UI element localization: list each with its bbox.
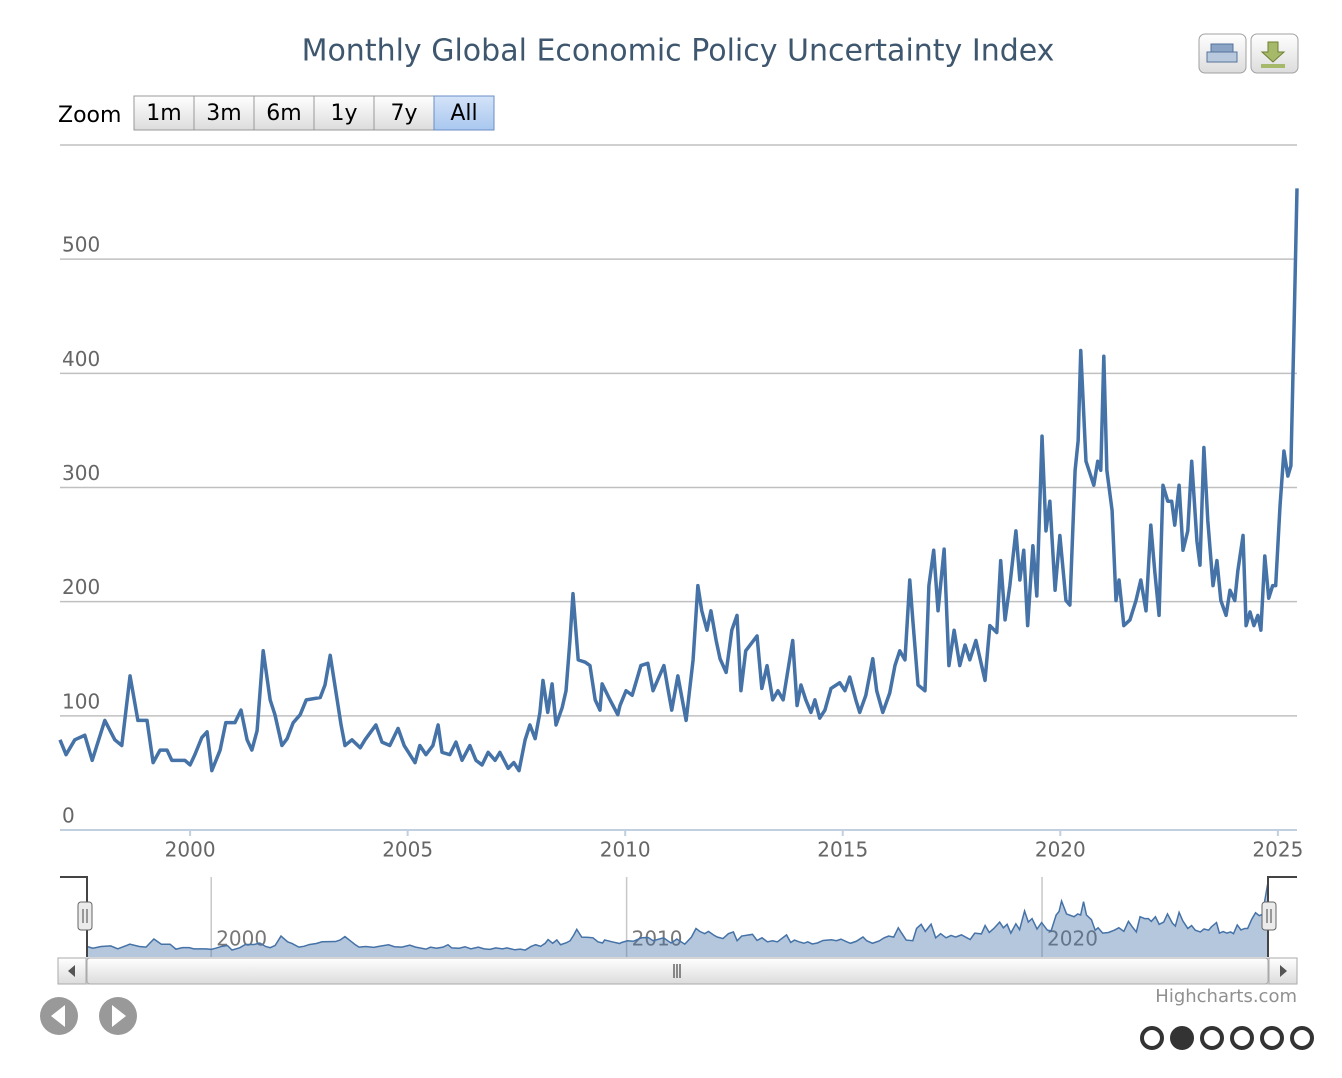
y-tick-label: 0	[62, 804, 75, 828]
y-tick-label: 500	[62, 233, 100, 257]
data-line	[58, 188, 1299, 773]
y-tick-label: 300	[62, 461, 100, 485]
zoom-button[interactable]	[313, 95, 375, 131]
export-button[interactable]	[1250, 33, 1299, 74]
zoom-button-label[interactable]: 1y	[330, 101, 357, 126]
zoom-button-label[interactable]: 7y	[390, 101, 417, 126]
y-tick-label: 400	[62, 347, 100, 371]
credits[interactable]: Highcharts.com	[1155, 986, 1297, 1007]
print-button[interactable]	[1198, 33, 1247, 74]
x-tick-label: 2000	[165, 838, 216, 862]
chart-title: Monthly Global Economic Policy Uncertain…	[302, 34, 1055, 69]
prev-button[interactable]	[40, 997, 78, 1035]
zoom-button-label[interactable]: All	[450, 101, 477, 126]
x-tick-label: 2025	[1252, 838, 1303, 862]
navigator-area-fill	[87, 882, 1268, 957]
x-tick-label: 2010	[600, 838, 651, 862]
zoom-button[interactable]	[373, 95, 435, 131]
x-tick-label: 2005	[382, 838, 433, 862]
zoom-buttons: 1m 3m 6m 1y 7y All	[133, 95, 495, 131]
y-tick-label: 200	[62, 575, 100, 599]
navigator-x-label: 2020	[1047, 927, 1098, 951]
zoom-button[interactable]	[433, 95, 495, 131]
x-tick-label: 2020	[1035, 838, 1086, 862]
navigator: 2000 2010 2020	[60, 876, 1297, 957]
zoom-button-label[interactable]: 3m	[206, 101, 241, 126]
page-dots[interactable]	[1140, 1026, 1314, 1050]
zoom-label: Zoom	[58, 103, 121, 128]
navigator-handle-grip[interactable]	[1266, 909, 1272, 923]
plot-area: 0 100 200 300 400 500 2000 2005 2010 2015 2020 2025	[58, 144, 1303, 862]
zoom-button-label[interactable]: 6m	[266, 101, 301, 126]
scrollbar[interactable]	[57, 957, 1298, 985]
zoom-button[interactable]	[133, 95, 195, 131]
zoom-button-label[interactable]: 1m	[146, 101, 181, 126]
navigator-line	[86, 881, 1269, 951]
x-tick-label: 2015	[817, 838, 868, 862]
navigator-handle[interactable]	[77, 901, 93, 931]
next-button[interactable]	[99, 997, 137, 1035]
navigator-handle-grip[interactable]	[82, 909, 88, 923]
y-tick-label: 100	[62, 689, 100, 713]
navigator-handle[interactable]	[1261, 901, 1277, 931]
